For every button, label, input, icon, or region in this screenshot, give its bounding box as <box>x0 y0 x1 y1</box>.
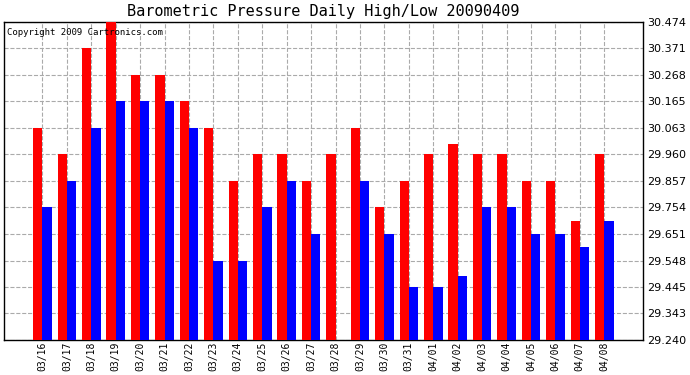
Bar <box>106 22 116 340</box>
Bar <box>409 287 418 340</box>
Bar <box>140 102 150 340</box>
Bar <box>571 221 580 340</box>
Bar <box>67 181 76 340</box>
Bar <box>82 48 91 340</box>
Bar <box>457 276 467 340</box>
Bar <box>424 154 433 340</box>
Title: Barometric Pressure Daily High/Low 20090409: Barometric Pressure Daily High/Low 20090… <box>127 4 520 19</box>
Bar <box>522 181 531 340</box>
Bar <box>351 128 360 340</box>
Bar <box>131 75 140 340</box>
Bar <box>506 207 516 340</box>
Bar <box>57 154 67 340</box>
Bar <box>238 261 247 340</box>
Bar <box>204 128 213 340</box>
Bar <box>473 154 482 340</box>
Bar <box>448 144 457 340</box>
Bar <box>43 207 52 340</box>
Bar <box>497 154 506 340</box>
Bar <box>155 75 165 340</box>
Bar <box>253 154 262 340</box>
Bar <box>580 247 589 340</box>
Bar <box>213 261 223 340</box>
Bar <box>482 207 491 340</box>
Bar <box>277 154 287 340</box>
Bar <box>555 234 564 340</box>
Bar <box>433 287 442 340</box>
Bar <box>360 181 369 340</box>
Bar <box>531 234 540 340</box>
Bar <box>116 102 125 340</box>
Bar <box>375 207 384 340</box>
Bar <box>165 102 174 340</box>
Bar <box>262 207 272 340</box>
Bar <box>546 181 555 340</box>
Bar <box>302 181 311 340</box>
Bar <box>311 234 320 340</box>
Bar <box>179 102 189 340</box>
Bar <box>400 181 409 340</box>
Bar <box>189 128 198 340</box>
Bar <box>33 128 43 340</box>
Bar <box>384 234 394 340</box>
Bar <box>595 154 604 340</box>
Bar <box>287 181 296 340</box>
Bar <box>228 181 238 340</box>
Bar <box>326 154 335 340</box>
Bar <box>604 221 613 340</box>
Text: Copyright 2009 Cartronics.com: Copyright 2009 Cartronics.com <box>8 28 164 37</box>
Bar <box>91 128 101 340</box>
